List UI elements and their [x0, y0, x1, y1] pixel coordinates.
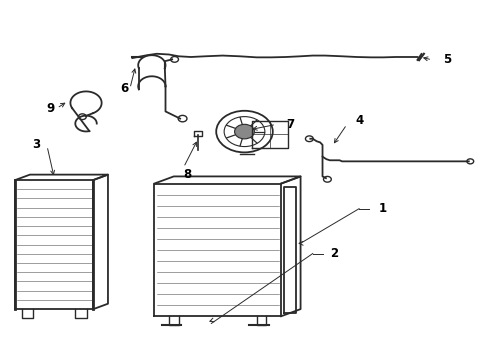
Text: 1: 1 [378, 202, 386, 215]
Text: 3: 3 [32, 138, 41, 150]
Text: 6: 6 [120, 82, 128, 95]
Text: 4: 4 [355, 114, 363, 127]
Text: 9: 9 [46, 102, 54, 115]
Circle shape [234, 124, 254, 139]
Text: 2: 2 [329, 247, 337, 260]
Text: 8: 8 [183, 168, 191, 181]
Text: 5: 5 [442, 53, 450, 66]
Text: 7: 7 [285, 118, 293, 131]
